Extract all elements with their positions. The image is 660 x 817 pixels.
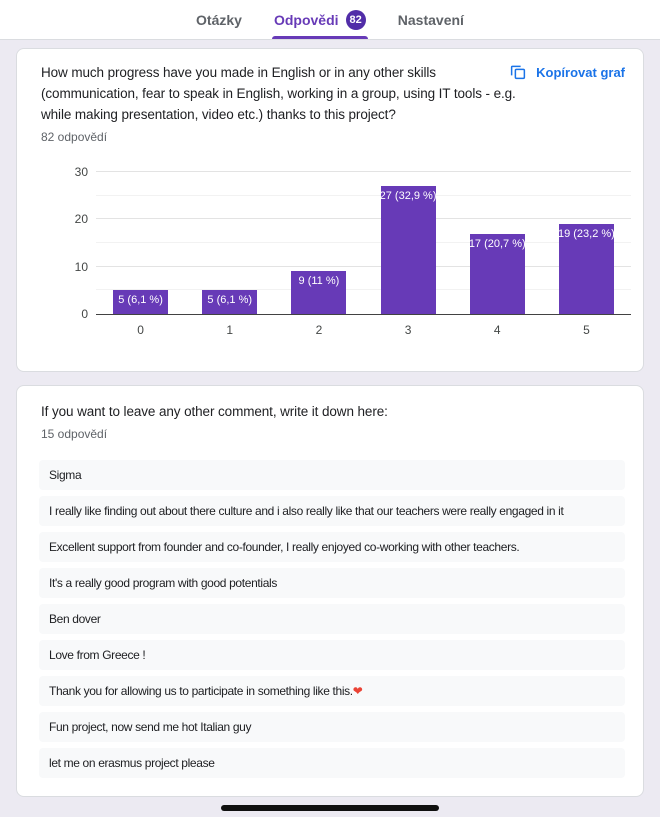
x-axis-tick-label: 1	[226, 323, 234, 337]
comments-list: Sigma I really like finding out about the…	[39, 460, 625, 784]
chart-gridline-minor	[96, 242, 631, 243]
chart-bar: 9 (11 %)	[291, 271, 347, 314]
question-title: How much progress have you made in Engli…	[41, 65, 516, 122]
comment-answer-row: Sigma	[39, 460, 625, 490]
comments-card: If you want to leave any other comment, …	[16, 385, 644, 797]
x-axis-tick-label: 4	[493, 323, 501, 337]
bar-value-label: 17 (20,7 %)	[468, 237, 526, 250]
copy-chart-button[interactable]: Kopírovat graf	[509, 63, 625, 81]
tab-questions[interactable]: Otázky	[194, 0, 244, 39]
bar-value-label: 5 (6,1 %)	[207, 294, 253, 307]
comments-responses-count: 15 odpovědí	[41, 427, 108, 441]
chart-gridline	[96, 265, 631, 267]
comment-answer-row: Excellent support from founder and co-fo…	[39, 532, 625, 562]
question-chart-card: How much progress have you made in Engli…	[16, 48, 644, 372]
bar-value-label: 9 (11 %)	[298, 275, 340, 288]
tab-settings[interactable]: Nastavení	[396, 0, 466, 39]
comment-answer-row: Ben dover	[39, 604, 625, 634]
tab-questions-label: Otázky	[196, 11, 242, 28]
chart-gridline-minor	[96, 289, 631, 291]
comments-title: If you want to leave any other comment, …	[41, 404, 388, 419]
tab-bar: Otázky Odpovědi 82 Nastavení	[0, 0, 660, 40]
y-axis-tick-label: 20	[74, 212, 88, 227]
bar-chart: 0 10 20 30 5 (6,1 %) 0 5 (6,1 %) 1 9 (11 %) 2 27 (…	[75, 165, 631, 337]
comment-answer-row: Fun project, now send me hot Italian guy	[39, 712, 625, 742]
chart-bar: 17 (20,7 %)	[469, 233, 526, 314]
bar-value-label: 5 (6,1 %)	[118, 294, 163, 307]
y-axis-tick-label: 0	[81, 307, 88, 321]
copy-icon	[509, 63, 527, 81]
copy-chart-label: Kopírovat graf	[536, 64, 625, 80]
tab-responses[interactable]: Odpovědi 82	[271, 0, 368, 39]
heart-emoji: ❤	[352, 684, 363, 698]
chart-bar: 5 (6,1 %)	[202, 290, 258, 314]
comment-answer-row: It's a really good program with good pot…	[39, 568, 625, 598]
x-axis-tick-label: 2	[315, 323, 323, 337]
comment-answer-row: Love from Greece !	[39, 640, 625, 670]
chart-bar: 27 (32,9 %)	[380, 186, 437, 314]
x-axis-line	[96, 314, 631, 315]
home-indicator[interactable]	[221, 805, 439, 811]
y-axis-tick-label: 30	[74, 165, 88, 179]
tab-responses-label: Odpovědi	[273, 11, 339, 28]
responses-count-badge: 82	[345, 9, 366, 30]
active-tab-underline	[271, 36, 368, 39]
x-axis-tick-label: 3	[404, 323, 412, 337]
chart-gridline	[96, 218, 631, 220]
x-axis-tick-label: 0	[137, 323, 144, 337]
tab-settings-label: Nastavení	[397, 11, 464, 28]
y-axis-tick-label: 10	[74, 259, 88, 274]
chart-bar: 19 (23,2 %)	[558, 224, 615, 314]
bar-value-label: 19 (23,2 %)	[557, 228, 615, 241]
bar-value-label: 27 (32,9 %)	[379, 190, 437, 203]
chart-gridline-minor	[96, 194, 631, 196]
comment-answer-row: Thank you for allowing us to participate…	[39, 676, 625, 706]
comment-answer-row: let me on erasmus project please	[39, 748, 625, 778]
chart-bar: 5 (6,1 %)	[113, 290, 169, 314]
comment-answer-row: I really like finding out about there cu…	[39, 496, 625, 526]
question-responses-count: 82 odpovědí	[41, 130, 108, 144]
x-axis-tick-label: 5	[583, 323, 590, 337]
chart-gridline	[96, 171, 631, 172]
